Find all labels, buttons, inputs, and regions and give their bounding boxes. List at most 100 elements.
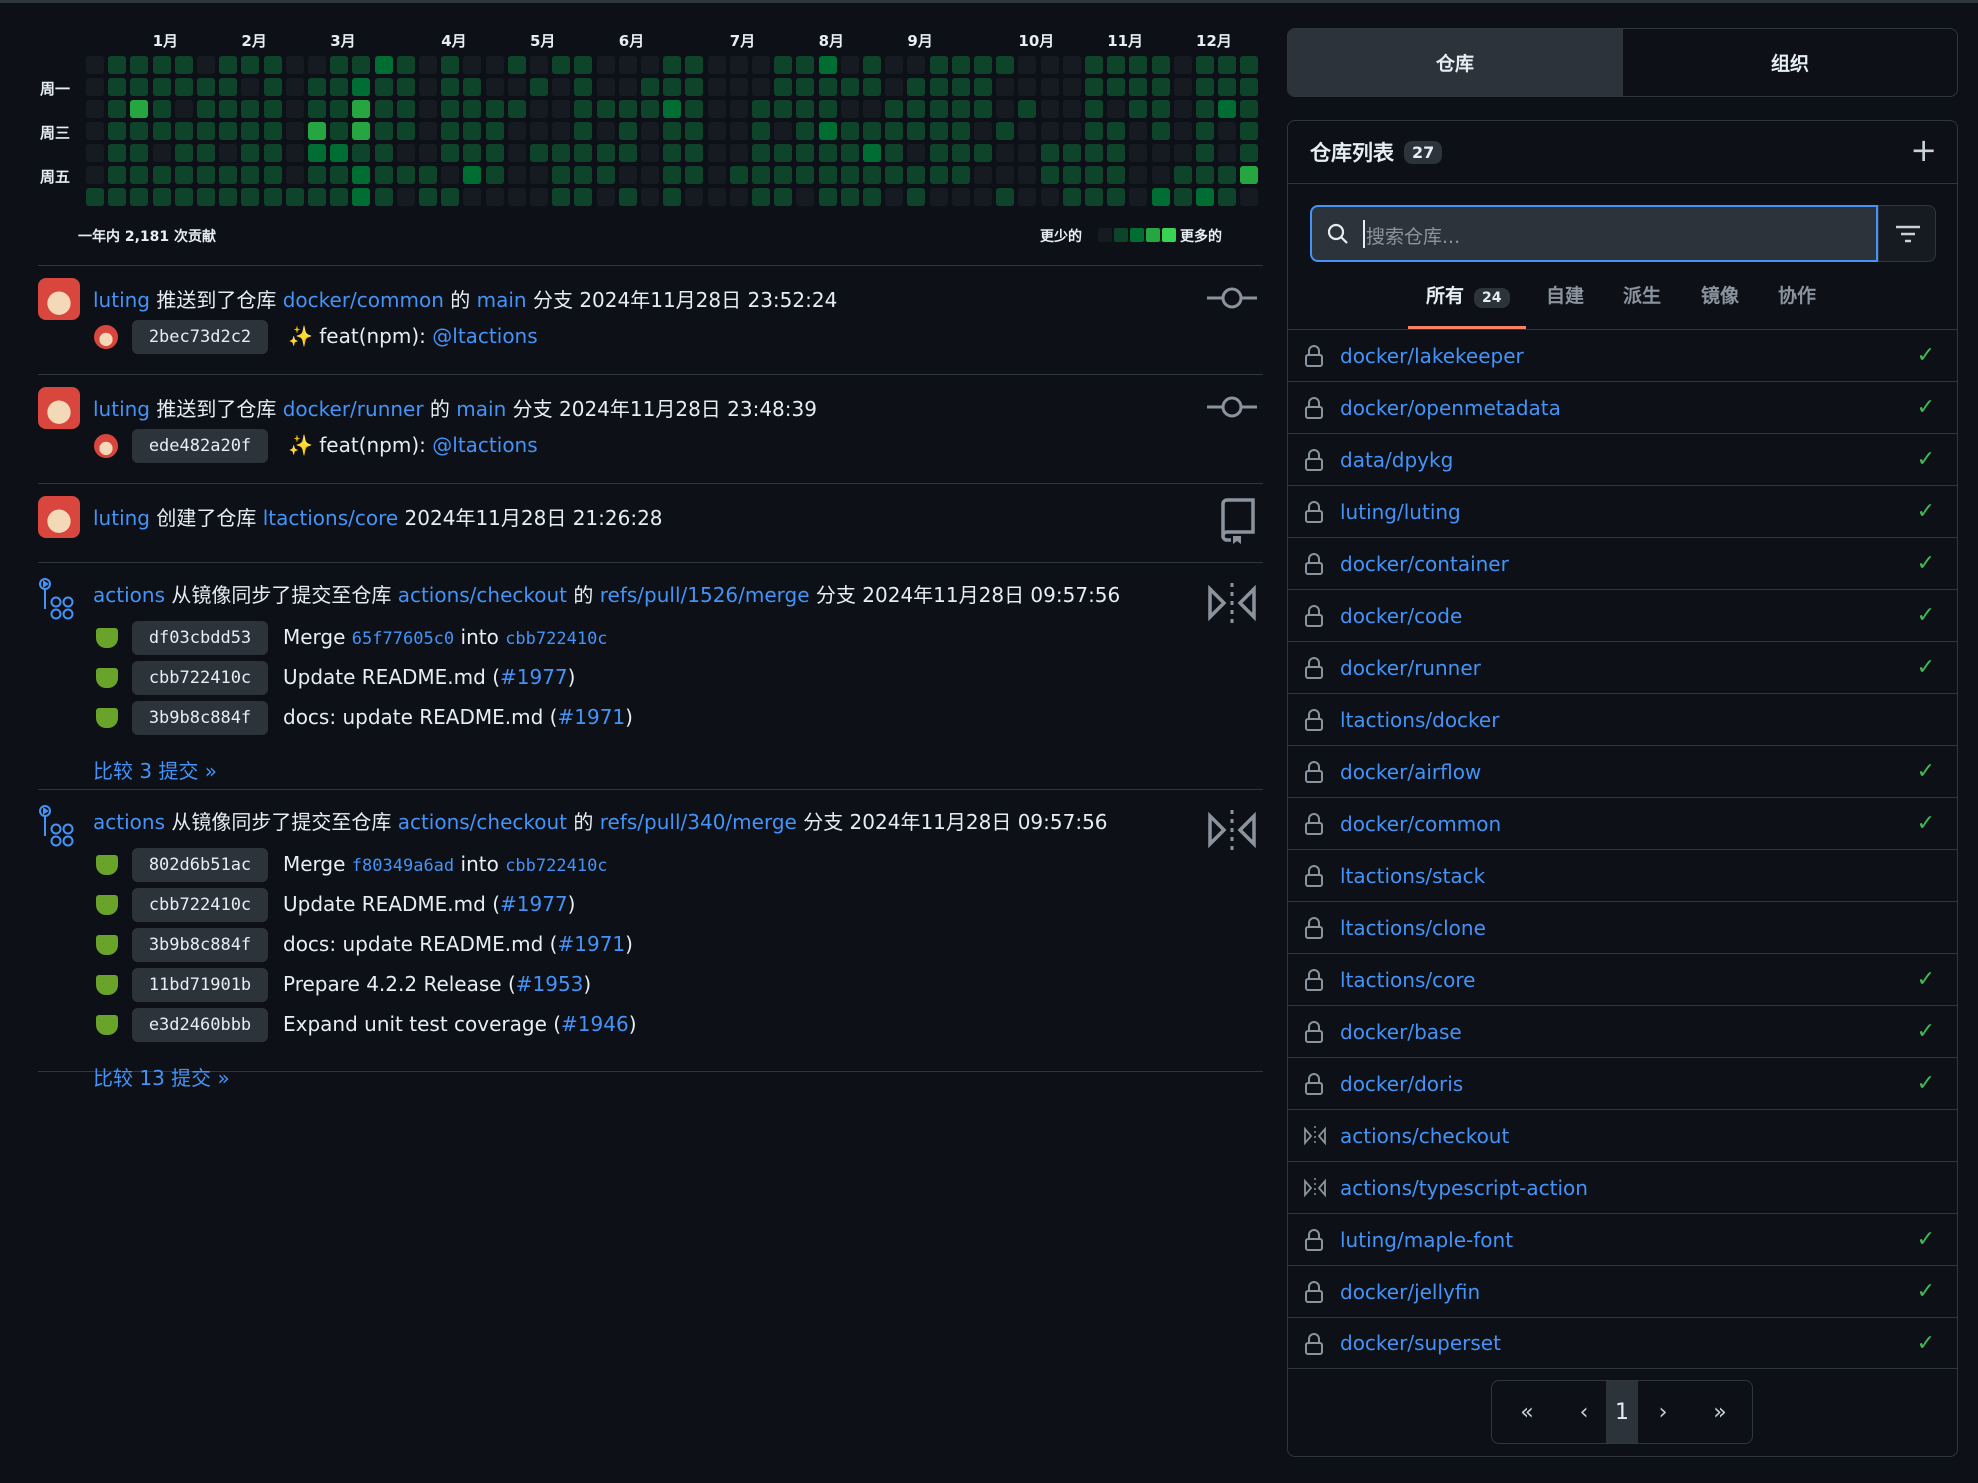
contribution-cell[interactable] xyxy=(308,56,326,74)
contribution-cell[interactable] xyxy=(1218,166,1237,184)
contribution-cell[interactable] xyxy=(574,144,593,162)
contribution-cell[interactable] xyxy=(330,56,349,74)
contribution-cell[interactable] xyxy=(752,144,770,162)
contribution-cell[interactable] xyxy=(552,100,571,118)
contribution-cell[interactable] xyxy=(152,166,171,184)
contribution-cell[interactable] xyxy=(374,78,393,96)
contribution-cell[interactable] xyxy=(552,78,571,96)
contribution-cell[interactable] xyxy=(729,122,748,140)
contribution-cell[interactable] xyxy=(618,56,637,74)
contribution-cell[interactable] xyxy=(796,188,815,206)
contribution-cell[interactable] xyxy=(108,78,127,96)
contribution-cell[interactable] xyxy=(463,188,482,206)
contribution-cell[interactable] xyxy=(1040,100,1059,118)
contribution-cell[interactable] xyxy=(818,100,837,118)
contribution-cell[interactable] xyxy=(463,144,482,162)
contribution-cell[interactable] xyxy=(885,188,904,206)
contribution-cell[interactable] xyxy=(974,166,992,184)
contribution-cell[interactable] xyxy=(1196,122,1214,140)
contribution-cell[interactable] xyxy=(419,188,437,206)
repo-link[interactable]: ltactions/docker xyxy=(1340,707,1500,732)
feed-link[interactable]: refs/pull/340/merge xyxy=(599,810,797,834)
contribution-cell[interactable] xyxy=(951,166,970,184)
contribution-cell[interactable] xyxy=(752,188,770,206)
add-repo-button[interactable]: + xyxy=(1910,131,1937,169)
repo-row[interactable]: docker/code ✓ xyxy=(1288,589,1957,641)
contribution-cell[interactable] xyxy=(1173,188,1192,206)
contribution-cell[interactable] xyxy=(1107,122,1126,140)
contribution-cell[interactable] xyxy=(441,56,460,74)
contribution-cell[interactable] xyxy=(130,78,149,96)
contribution-cell[interactable] xyxy=(729,100,748,118)
contribution-cell[interactable] xyxy=(507,188,526,206)
contribution-cell[interactable] xyxy=(685,78,704,96)
contribution-cell[interactable] xyxy=(485,100,504,118)
repo-link[interactable]: docker/superset xyxy=(1340,1331,1501,1355)
contribution-cell[interactable] xyxy=(241,122,260,140)
contribution-cell[interactable] xyxy=(1196,188,1214,206)
contribution-cell[interactable] xyxy=(507,56,526,74)
contribution-cell[interactable] xyxy=(130,166,149,184)
contribution-cell[interactable] xyxy=(1240,166,1259,184)
contribution-cell[interactable] xyxy=(197,78,215,96)
contribution-cell[interactable] xyxy=(641,122,659,140)
contribution-cell[interactable] xyxy=(796,144,815,162)
contribution-cell[interactable] xyxy=(996,144,1015,162)
contribution-cell[interactable] xyxy=(152,188,171,206)
repo-link[interactable]: docker/container xyxy=(1340,551,1509,576)
contribution-cell[interactable] xyxy=(241,166,260,184)
contribution-cell[interactable] xyxy=(774,188,793,206)
contribution-cell[interactable] xyxy=(419,56,437,74)
contribution-cell[interactable] xyxy=(729,78,748,96)
contribution-cell[interactable] xyxy=(419,78,437,96)
contribution-cell[interactable] xyxy=(130,144,149,162)
feed-link[interactable]: main xyxy=(456,397,507,421)
contribution-cell[interactable] xyxy=(685,56,704,74)
contribution-cell[interactable] xyxy=(1129,122,1148,140)
contribution-cell[interactable] xyxy=(241,56,260,74)
contribution-cell[interactable] xyxy=(419,144,437,162)
contribution-cell[interactable] xyxy=(485,56,504,74)
contribution-cell[interactable] xyxy=(707,78,726,96)
contribution-cell[interactable] xyxy=(840,78,859,96)
contribution-cell[interactable] xyxy=(574,188,593,206)
contribution-cell[interactable] xyxy=(507,100,526,118)
contribution-cell[interactable] xyxy=(352,78,371,96)
contribution-cell[interactable] xyxy=(1151,78,1170,96)
contribution-cell[interactable] xyxy=(796,56,815,74)
contribution-cell[interactable] xyxy=(929,144,948,162)
contribution-cell[interactable] xyxy=(1151,188,1170,206)
repo-link[interactable]: luting/luting xyxy=(1340,499,1461,524)
contribution-cell[interactable] xyxy=(552,56,571,74)
contribution-cell[interactable] xyxy=(1085,78,1103,96)
contribution-cell[interactable] xyxy=(285,100,304,118)
contribution-cell[interactable] xyxy=(707,144,726,162)
repo-row[interactable]: data/dpykg ✓ xyxy=(1288,433,1957,485)
contribution-cell[interactable] xyxy=(774,144,793,162)
contribution-cell[interactable] xyxy=(774,78,793,96)
contribution-cell[interactable] xyxy=(530,122,548,140)
user-avatar[interactable] xyxy=(38,278,80,320)
contribution-cell[interactable] xyxy=(996,188,1015,206)
contribution-cell[interactable] xyxy=(485,78,504,96)
contribution-cell[interactable] xyxy=(618,100,637,118)
contribution-cell[interactable] xyxy=(152,78,171,96)
contribution-cell[interactable] xyxy=(330,78,349,96)
contribution-cell[interactable] xyxy=(396,166,415,184)
commit-link[interactable]: #1946 xyxy=(561,1012,629,1036)
contribution-cell[interactable] xyxy=(463,100,482,118)
contribution-cell[interactable] xyxy=(174,56,193,74)
contribution-cell[interactable] xyxy=(263,144,282,162)
contribution-cell[interactable] xyxy=(507,166,526,184)
contribution-cell[interactable] xyxy=(596,144,615,162)
contribution-cell[interactable] xyxy=(951,56,970,74)
contribution-cell[interactable] xyxy=(974,78,992,96)
contribution-cell[interactable] xyxy=(885,122,904,140)
contribution-cell[interactable] xyxy=(752,166,770,184)
repo-link[interactable]: ltactions/clone xyxy=(1340,915,1486,940)
contribution-cell[interactable] xyxy=(374,188,393,206)
contribution-cell[interactable] xyxy=(152,144,171,162)
contribution-cell[interactable] xyxy=(86,56,104,74)
contribution-cell[interactable] xyxy=(285,188,304,206)
feed-link[interactable]: actions xyxy=(93,583,165,607)
